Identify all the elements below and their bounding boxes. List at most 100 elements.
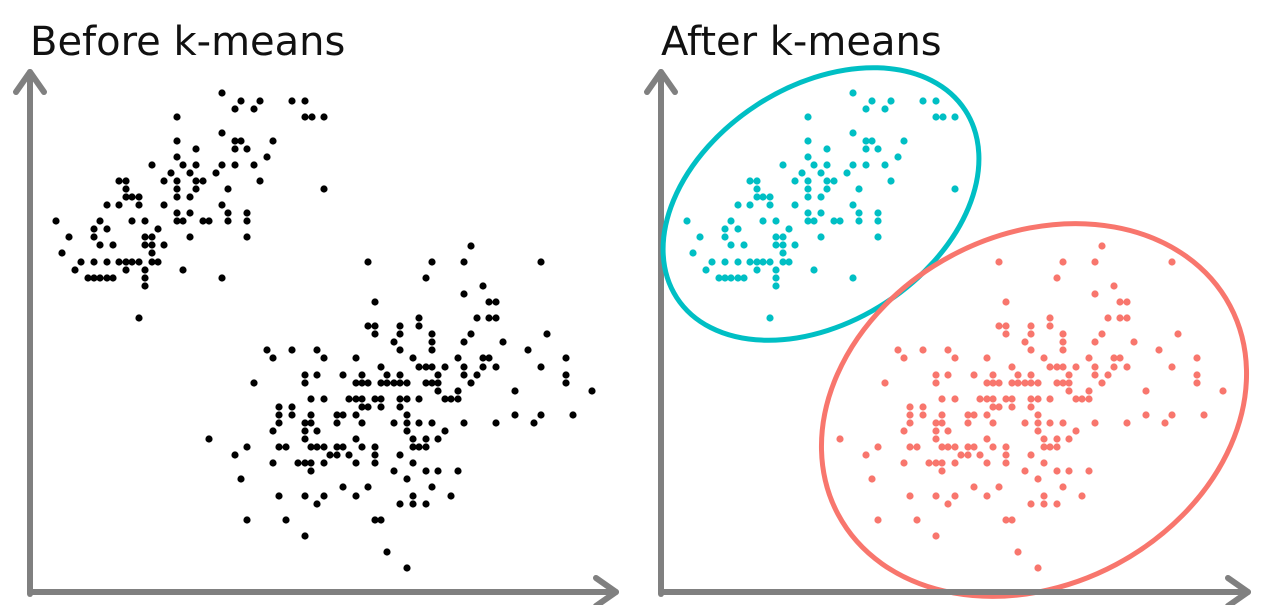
data-point	[403, 475, 411, 483]
cluster-1-point	[849, 89, 857, 97]
data-point	[524, 346, 532, 354]
data-point	[154, 258, 162, 266]
cluster-1-point	[779, 233, 787, 241]
cluster-1-point	[779, 241, 787, 249]
data-point	[326, 451, 334, 459]
data-point	[371, 516, 379, 524]
cluster-2-point	[1123, 363, 1131, 371]
cluster-1-point	[823, 177, 831, 185]
data-point	[428, 346, 436, 354]
data-point	[288, 411, 296, 419]
cluster-1-point	[855, 209, 863, 217]
data-point	[103, 225, 111, 233]
cluster-2-point	[1104, 314, 1112, 322]
data-point	[192, 161, 200, 169]
data-point	[141, 233, 149, 241]
cluster-1-point	[855, 217, 863, 225]
cluster-2-point	[1053, 467, 1061, 475]
cluster-2-point	[1130, 338, 1138, 346]
cluster-2-point	[1046, 395, 1054, 403]
cluster-2-point	[1193, 379, 1201, 387]
data-point	[364, 403, 372, 411]
cluster-2-point	[951, 354, 959, 362]
data-point	[371, 451, 379, 459]
data-point	[243, 217, 251, 225]
cluster-1-point	[766, 201, 774, 209]
cluster-2-point	[989, 371, 997, 379]
data-point	[364, 322, 372, 330]
data-point	[109, 274, 117, 282]
cluster-2-point	[1027, 500, 1035, 508]
cluster-1-point	[932, 113, 940, 121]
cluster-1-point	[900, 137, 908, 145]
cluster-1-point	[868, 97, 876, 105]
data-point	[569, 411, 577, 419]
cluster-2-point	[1142, 387, 1150, 395]
data-point	[301, 427, 309, 435]
data-point	[492, 419, 500, 427]
data-point	[409, 459, 417, 467]
data-point	[250, 379, 258, 387]
data-point	[396, 403, 404, 411]
data-point	[301, 371, 309, 379]
data-point	[320, 492, 328, 500]
data-point	[377, 363, 385, 371]
cluster-1-ellipse	[660, 65, 982, 343]
data-point	[288, 403, 296, 411]
data-point	[269, 137, 277, 145]
cluster-2-point	[1046, 419, 1054, 427]
data-point	[148, 241, 156, 249]
cluster-2-point	[944, 371, 952, 379]
data-point	[415, 443, 423, 451]
cluster-2-point	[995, 322, 1003, 330]
data-point	[307, 411, 315, 419]
data-point	[307, 459, 315, 467]
cluster-2-point	[1027, 330, 1035, 338]
cluster-2-point	[1046, 363, 1054, 371]
cluster-2-point	[1091, 338, 1099, 346]
data-point	[148, 233, 156, 241]
cluster-1-point	[772, 233, 780, 241]
cluster-2-point	[1110, 354, 1118, 362]
cluster-2-point	[964, 451, 972, 459]
cluster-1-point	[753, 266, 761, 274]
data-point	[186, 193, 194, 201]
data-point	[154, 225, 162, 233]
data-point	[128, 258, 136, 266]
data-point	[301, 113, 309, 121]
data-point	[313, 346, 321, 354]
data-point	[333, 443, 341, 451]
cluster-2-point	[1085, 387, 1093, 395]
cluster-2-point	[1200, 411, 1208, 419]
data-point	[301, 532, 309, 540]
cluster-2-point	[1072, 427, 1080, 435]
cluster-2-point	[938, 419, 946, 427]
cluster-2-point	[1123, 298, 1131, 306]
data-point	[192, 145, 200, 153]
cluster-1-point	[721, 258, 729, 266]
data-point	[460, 338, 468, 346]
cluster-2-point	[1021, 419, 1029, 427]
data-point	[320, 395, 328, 403]
data-point	[415, 314, 423, 322]
data-point	[231, 145, 239, 153]
data-point	[339, 411, 347, 419]
data-point	[231, 451, 239, 459]
scatter-points-clustered	[683, 89, 1227, 572]
data-point	[460, 419, 468, 427]
data-point	[371, 322, 379, 330]
cluster-2-point	[1008, 403, 1016, 411]
cluster-2-point	[919, 403, 927, 411]
data-point	[160, 241, 168, 249]
data-point	[422, 379, 430, 387]
data-point	[224, 185, 232, 193]
data-point	[409, 500, 417, 508]
cluster-2-point	[1059, 363, 1067, 371]
cluster-1-point	[919, 97, 927, 105]
data-point	[275, 403, 283, 411]
data-point	[218, 274, 226, 282]
data-point	[530, 419, 538, 427]
cluster-1-point	[894, 153, 902, 161]
data-point	[479, 354, 487, 362]
cluster-2-point	[836, 435, 844, 443]
